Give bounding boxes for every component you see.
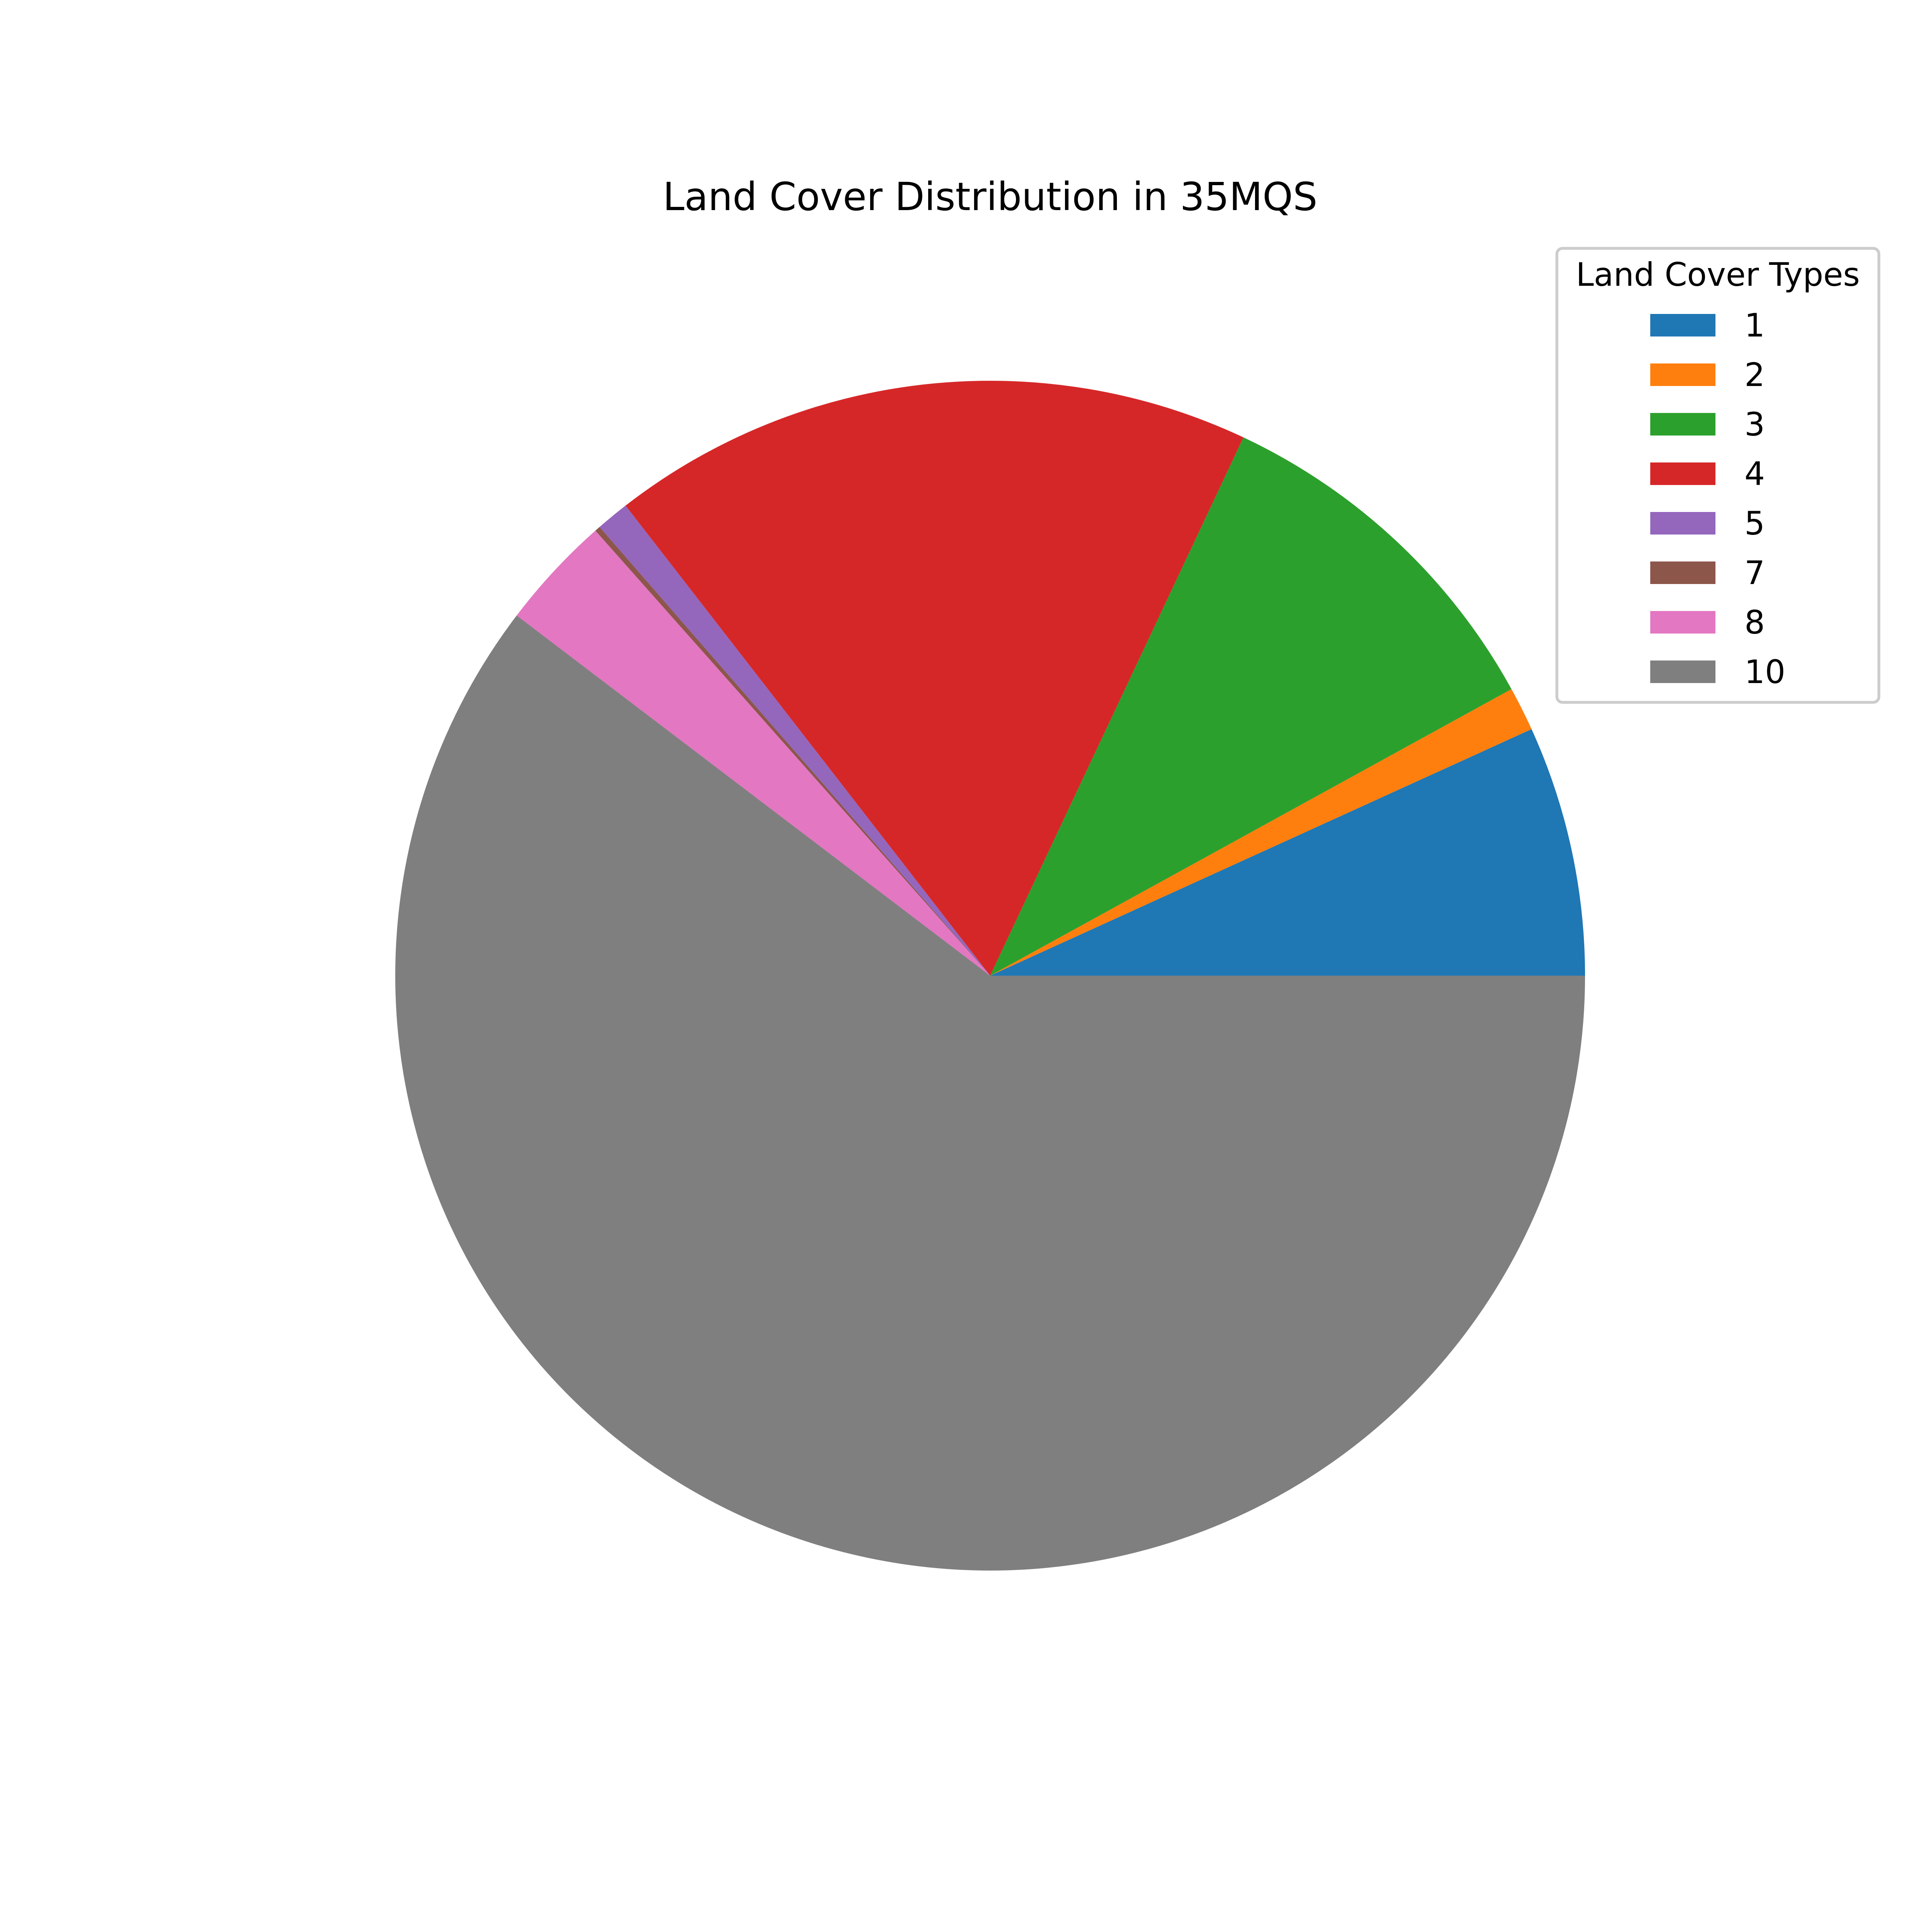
legend-frame	[1555, 247, 1880, 704]
legend-label-3: 3	[1744, 406, 1765, 443]
legend-items: 1 2 3 4 5 7 8 10	[1650, 307, 1785, 691]
pie-slices	[395, 381, 1585, 1571]
legend-label-1: 1	[1744, 307, 1765, 344]
pie-slice-2	[990, 689, 1532, 976]
pie-slice-4	[625, 381, 1244, 976]
legend-label-5: 5	[1744, 505, 1765, 542]
legend-swatch-10	[1650, 661, 1715, 683]
legend-swatch-3	[1650, 413, 1715, 436]
legend: Land Cover Types 1 2 3 4 5 7 8 10	[1555, 247, 1880, 704]
pie-slice-10	[395, 615, 1585, 1571]
legend-label-10: 10	[1744, 653, 1785, 691]
legend-swatch-8	[1650, 611, 1715, 634]
legend-label-2: 2	[1744, 356, 1765, 394]
legend-swatch-4	[1650, 462, 1715, 485]
pie-slice-5	[599, 506, 990, 976]
pie-slice-1	[990, 729, 1585, 976]
legend-label-8: 8	[1744, 604, 1765, 641]
legend-label-7: 7	[1744, 554, 1765, 592]
legend-title: Land Cover Types	[1576, 256, 1860, 293]
legend-swatch-1	[1650, 314, 1715, 336]
pie-slice-8	[516, 530, 990, 976]
legend-swatch-5	[1650, 512, 1715, 535]
chart-title: Land Cover Distribution in 35MQS	[663, 174, 1317, 219]
legend-swatch-2	[1650, 363, 1715, 386]
legend-swatch-7	[1650, 561, 1715, 584]
legend-label-4: 4	[1744, 455, 1765, 493]
pie-slice-3	[990, 437, 1512, 976]
pie-slice-7	[595, 527, 990, 976]
